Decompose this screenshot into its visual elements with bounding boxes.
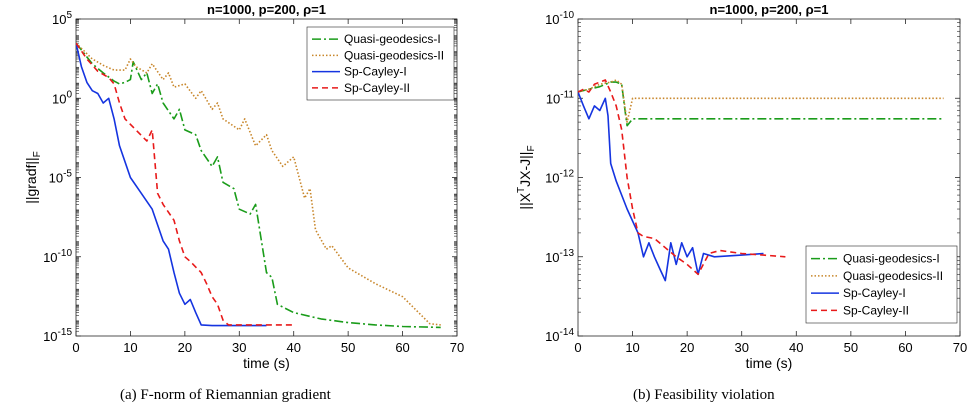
- x-tick-label: 40: [789, 340, 803, 355]
- y-tick-label: 10-15: [43, 327, 72, 344]
- series-line-sp-cayley-i: [76, 42, 267, 327]
- legend-label: Sp-Cayley-I: [843, 286, 906, 300]
- series-group: [76, 42, 441, 329]
- x-tick-label: 70: [450, 340, 464, 355]
- y-tick-label: 10-12: [545, 169, 574, 186]
- legend-label: Quasi-geodesics-I: [344, 32, 441, 46]
- y-tick-label: 10-5: [49, 169, 73, 186]
- x-tick-label: 50: [341, 340, 355, 355]
- x-tick-label: 60: [395, 340, 409, 355]
- x-tick-label: 20: [680, 340, 694, 355]
- y-tick-label: 100: [52, 89, 72, 106]
- y-tick-label: 10-14: [545, 327, 574, 344]
- series-line-quasi-geodesics-i: [578, 81, 944, 127]
- caption-b: (b) Feasibility violation: [633, 387, 775, 403]
- legend-label: Quasi-geodesics-II: [344, 48, 444, 62]
- x-tick-label: 50: [844, 340, 858, 355]
- series-line-quasi-geodesics-ii: [578, 79, 944, 123]
- chart-title: n=1000, p=200, ρ=1: [207, 2, 326, 17]
- x-tick-label: 0: [72, 340, 79, 355]
- caption-a: (a) F-norm of Riemannian gradient: [120, 387, 331, 403]
- x-tick-label: 10: [625, 340, 639, 355]
- series-line-sp-cayley-i: [578, 91, 764, 282]
- x-tick-label: 0: [574, 340, 581, 355]
- y-tick-label: 10-10: [43, 248, 72, 265]
- y-tick-label: 10-13: [545, 248, 574, 265]
- y-axis-label: ||gradf||F: [23, 151, 43, 204]
- series-line-quasi-geodesics-i: [76, 42, 441, 329]
- x-tick-label: 40: [286, 340, 300, 355]
- chart-panel-a: 0 10 20 30 40 50 60 70 105 100 10-5 10-10 10-15 n=100…: [23, 2, 464, 371]
- legend-label: Quasi-geodesics-I: [843, 252, 940, 266]
- x-tick-label: 30: [232, 340, 246, 355]
- x-tick-label: 20: [178, 340, 192, 355]
- series-line-sp-cayley-ii: [578, 79, 786, 276]
- y-axis-label: ||XTJX-J||F: [516, 145, 537, 209]
- y-tick-label: 10-11: [546, 89, 575, 106]
- x-tick-label: 60: [898, 340, 912, 355]
- chart-panel-b: 0 10 20 30 40 50 60 70 10-10 10-11 10-12 10-13 10-14…: [516, 2, 967, 371]
- series-line-sp-cayley-ii: [76, 42, 294, 326]
- legend-label: Sp-Cayley-II: [344, 81, 410, 95]
- series-line-quasi-geodesics-ii: [76, 42, 441, 326]
- y-tick-label: 10-10: [545, 10, 574, 27]
- legend-label: Quasi-geodesics-II: [843, 269, 943, 283]
- legend-label: Sp-Cayley-II: [843, 303, 909, 317]
- x-tick-label: 30: [734, 340, 748, 355]
- x-axis-label: time (s): [746, 355, 793, 371]
- y-tick-label: 105: [52, 10, 72, 27]
- x-axis-label: time (s): [243, 355, 290, 371]
- x-tick-label: 70: [953, 340, 967, 355]
- legend-label: Sp-Cayley-I: [344, 65, 407, 79]
- chart-title: n=1000, p=200, ρ=1: [710, 2, 829, 17]
- legend: Quasi-geodesics-I Quasi-geodesics-II Sp-Ca…: [306, 26, 455, 101]
- series-group: [578, 79, 944, 282]
- x-tick-label: 10: [123, 340, 137, 355]
- legend: Quasi-geodesics-I Quasi-geodesics-II Sp-Ca…: [805, 245, 958, 324]
